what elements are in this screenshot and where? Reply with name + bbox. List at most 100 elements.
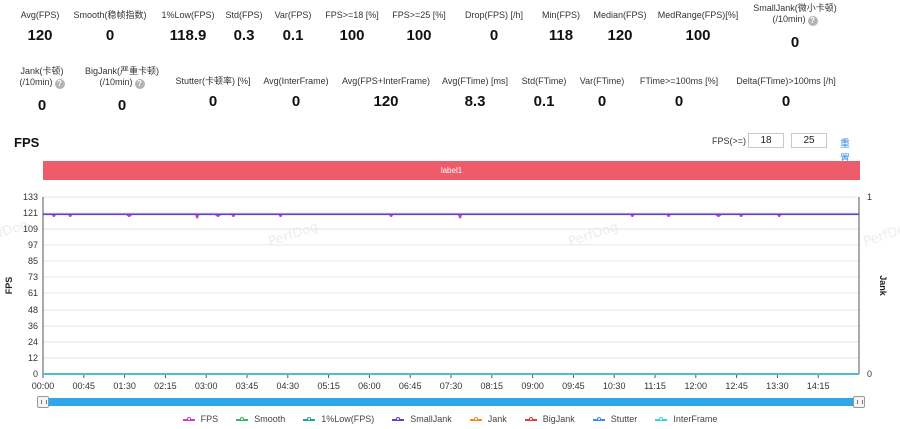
metric-label: Stutter(卡顿率) [%]	[175, 76, 251, 86]
legend-item[interactable]: BigJank	[524, 414, 575, 424]
legend-label: FPS	[200, 414, 219, 424]
legend-item[interactable]: FPS	[182, 414, 219, 424]
x-tick-label: 12:00	[685, 381, 708, 391]
legend-label: SmallJank	[410, 414, 452, 424]
metric-label-unit-text: (/10min)	[99, 77, 133, 87]
legend-marker-icon	[469, 416, 482, 421]
time-range-slider[interactable]	[37, 396, 865, 408]
metric-label: BigJank(严重卡顿)	[84, 66, 159, 76]
metric-label: Std(FPS)	[225, 10, 263, 20]
metric-label: SmallJank(微小卡顿)	[753, 3, 837, 13]
fps-threshold-input-2[interactable]	[791, 133, 827, 148]
x-tick-label: 06:45	[399, 381, 422, 391]
legend-label: InterFrame	[673, 414, 718, 424]
metric-value: 0.1	[282, 27, 304, 44]
x-tick-label: 08:15	[481, 381, 504, 391]
metric-value: 0	[291, 93, 301, 110]
legend-item[interactable]: 1%Low(FPS)	[303, 414, 374, 424]
metric-value: 100	[339, 27, 365, 44]
series-fps-point	[195, 215, 199, 219]
metric-label-unit: (/10min)?	[0, 77, 122, 89]
y-tick-label: 36	[28, 321, 38, 331]
help-icon[interactable]: ?	[54, 79, 65, 89]
reset-link[interactable]: 重置	[840, 139, 850, 165]
y-tick-label: 133	[23, 192, 38, 202]
metric-tile: Var(FPS) 0.1	[213, 10, 373, 44]
fps-threshold-label: FPS(>=)	[712, 136, 747, 146]
y-tick-label: 0	[33, 369, 38, 379]
fps-chart: PerfDog PerfDog PerfDog PerfDog012243648617…	[0, 192, 900, 391]
metric-tile: FTime>=100ms [%] 0	[599, 76, 759, 110]
metric-value: 0.1	[533, 93, 555, 110]
metric-label: Avg(InterFrame)	[263, 76, 329, 86]
metric-tile: Std(FPS) 0.3	[164, 10, 324, 44]
legend-label: 1%Low(FPS)	[321, 414, 375, 424]
metric-value: 120	[373, 93, 399, 110]
metric-tile: Avg(InterFrame) 0	[216, 76, 376, 110]
metric-label: Avg(FTime) [ms]	[441, 76, 508, 86]
slider-left-handle[interactable]	[37, 396, 49, 408]
fps-threshold-input-1[interactable]	[748, 133, 784, 148]
metric-value: 118	[548, 27, 574, 44]
y-tick-label: 48	[28, 305, 38, 315]
metric-label: Var(FTime)	[579, 76, 625, 86]
metric-tile: Std(FTime) 0.1	[464, 76, 624, 110]
metric-tile: Jank(卡顿) (/10min)? 0	[0, 66, 122, 114]
y-tick-label: 109	[23, 224, 38, 234]
legend-item[interactable]: SmallJank	[392, 414, 452, 424]
metric-value: 0	[489, 27, 499, 44]
metric-tile: Min(FPS) 118	[481, 10, 641, 44]
metric-value: 0	[117, 97, 127, 114]
x-tick-label: 09:45	[562, 381, 585, 391]
section-title: FPS	[14, 135, 40, 150]
slider-track[interactable]	[43, 398, 859, 406]
y-tick-label: 85	[28, 256, 38, 266]
legend-item[interactable]: Stutter	[592, 414, 637, 424]
metric-value: 0	[790, 34, 800, 51]
metric-label: Median(FPS)	[593, 10, 647, 20]
metric-tile: Delta(FTime)>100ms [/h] 0	[706, 76, 866, 110]
metric-tile: Smooth(稳帧指数) 0	[30, 10, 190, 44]
chart-legend: FPS Smooth 1%Low(FPS) SmallJank Jank BigJank S…	[0, 414, 900, 424]
metric-label: Avg(FPS)	[20, 10, 60, 20]
metric-label: Drop(FPS) [/h]	[464, 10, 523, 20]
legend-label: BigJank	[542, 414, 575, 424]
x-tick-label: 07:30	[440, 381, 463, 391]
x-tick-label: 02:15	[154, 381, 177, 391]
help-icon[interactable]: ?	[134, 79, 145, 89]
legend-item[interactable]: InterFrame	[655, 414, 717, 424]
metric-tile: Avg(FPS+InterFrame) 120	[306, 76, 466, 110]
metric-tile: Drop(FPS) [/h] 0	[414, 10, 574, 44]
metric-value: 100	[406, 27, 432, 44]
legend-item[interactable]: Smooth	[236, 414, 285, 424]
metric-label: Delta(FTime)>100ms [/h]	[736, 76, 836, 86]
metric-tile: 1%Low(FPS) 118.9	[108, 10, 268, 44]
y-tick-label: 121	[23, 208, 38, 218]
metric-tile: BigJank(严重卡顿) (/10min)? 0	[42, 66, 202, 114]
y-tick-label: 97	[28, 240, 38, 250]
metric-value: 0	[37, 97, 47, 114]
metric-value: 0.3	[233, 27, 255, 44]
metric-value: 0	[105, 27, 115, 44]
series-fps-point	[458, 215, 462, 219]
legend-marker-icon	[655, 416, 668, 421]
x-tick-label: 09:00	[521, 381, 544, 391]
metric-value: 120	[607, 27, 633, 44]
help-icon[interactable]: ?	[807, 16, 818, 26]
metric-tile: Var(FTime) 0	[522, 76, 682, 110]
metric-label: Avg(FPS+InterFrame)	[341, 76, 431, 86]
metric-value: 120	[27, 27, 53, 44]
x-tick-label: 04:30	[277, 381, 300, 391]
x-tick-label: 03:45	[236, 381, 259, 391]
legend-marker-icon	[524, 416, 537, 421]
metric-label: Min(FPS)	[542, 10, 580, 20]
label-bar[interactable]: label1	[43, 161, 860, 180]
metric-value: 0	[674, 93, 684, 110]
metric-value: 100	[685, 27, 711, 44]
y-axis-title: FPS	[4, 277, 14, 295]
y2-axis-title: Jank	[878, 275, 888, 297]
metric-tile: SmallJank(微小卡顿) (/10min)? 0	[715, 3, 875, 51]
slider-right-handle[interactable]	[853, 396, 865, 408]
legend-item[interactable]: Jank	[469, 414, 507, 424]
y-tick-label: 24	[28, 337, 38, 347]
